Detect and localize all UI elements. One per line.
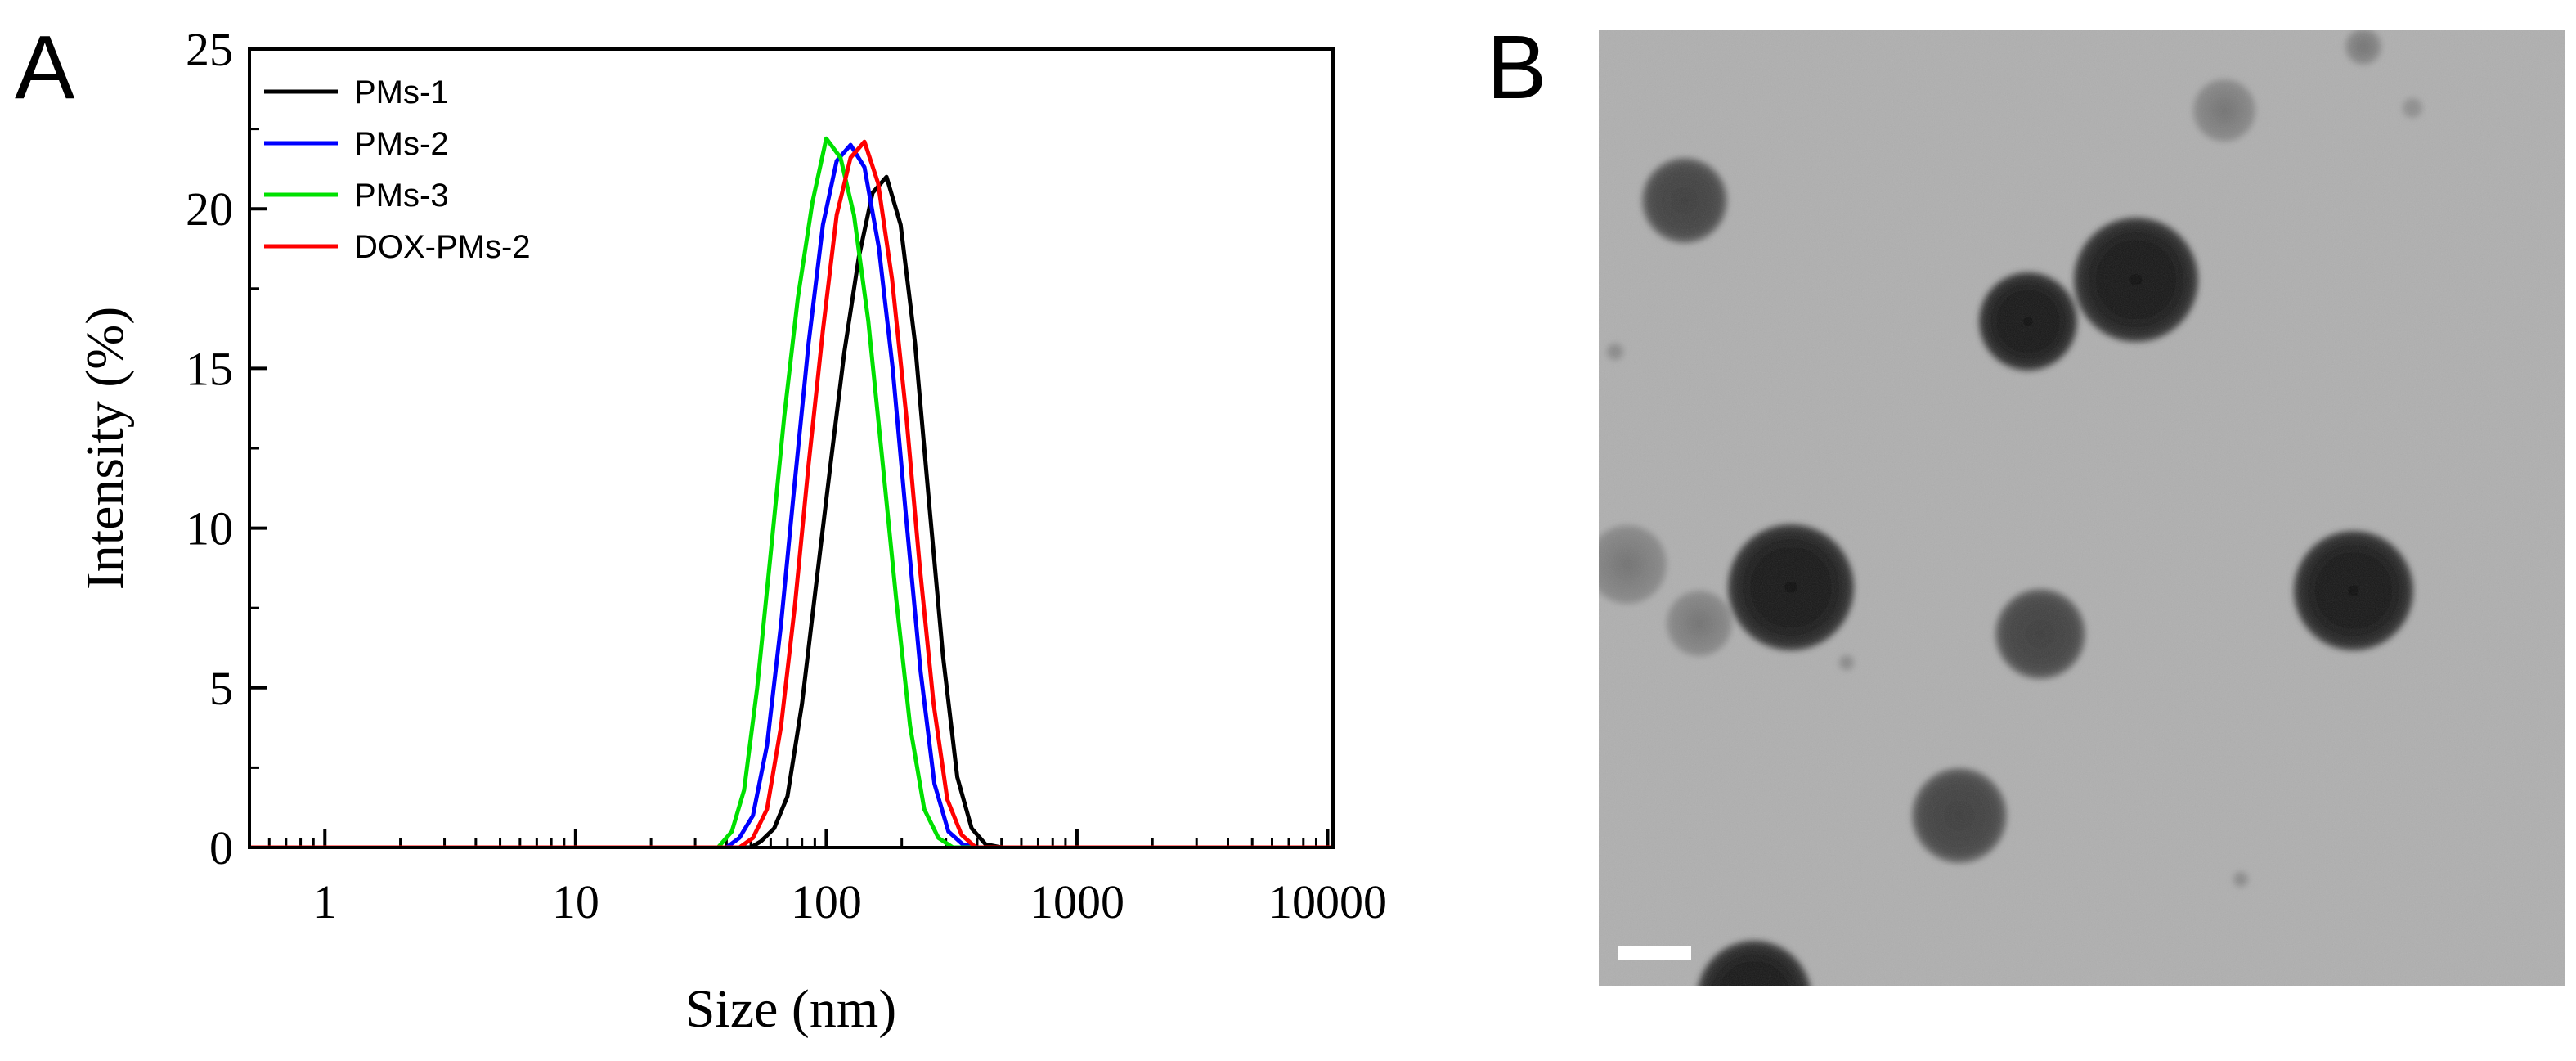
x-tick-labels: 1 10 100 1000 10000: [313, 875, 1387, 928]
legend-label: PMs-1: [354, 74, 449, 110]
legend: PMs-1 PMs-2 PMs-3 DOX-PMs-2: [264, 74, 531, 265]
panel-b-label: B: [1487, 17, 1546, 118]
y-tick-labels: 0 5 10 15 20 25: [186, 23, 233, 874]
series-line-pms-3: [249, 136, 1333, 847]
dls-chart: 1 10 100 1000 10000 0 5 10 15 20 25 Size (nm) Int…: [75, 23, 1387, 1039]
y-tick-label: 20: [186, 182, 233, 236]
y-tick-label: 15: [186, 342, 233, 395]
micrograph-grain: [1599, 30, 2565, 986]
x-tick-label: 10000: [1268, 875, 1387, 928]
panel-a-label: A: [15, 17, 75, 118]
axis-ticks: [249, 47, 1330, 849]
legend-label: PMs-3: [354, 178, 449, 214]
y-tick-label: 5: [209, 662, 233, 715]
series-line-dox-pms-2: [249, 139, 1333, 847]
x-tick-label: 100: [791, 875, 862, 928]
plot-frame: [248, 47, 1335, 849]
series-lines: [249, 136, 1333, 847]
x-tick-label: 1: [313, 875, 337, 928]
tem-micrograph: [1599, 30, 2565, 986]
y-tick-label: 0: [209, 821, 233, 874]
legend-label: DOX-PMs-2: [354, 229, 531, 265]
scale-bar: [1618, 946, 1691, 960]
y-tick-label: 10: [186, 502, 233, 555]
x-tick-label: 1000: [1030, 875, 1124, 928]
x-axis-title: Size (nm): [685, 979, 896, 1039]
y-tick-label: 25: [186, 23, 233, 76]
series-line-pms-2: [249, 142, 1333, 847]
series-line-pms-1: [249, 174, 1333, 847]
y-axis-title: Intensity (%): [75, 307, 135, 590]
x-tick-label: 10: [552, 875, 599, 928]
legend-label: PMs-2: [354, 126, 449, 162]
